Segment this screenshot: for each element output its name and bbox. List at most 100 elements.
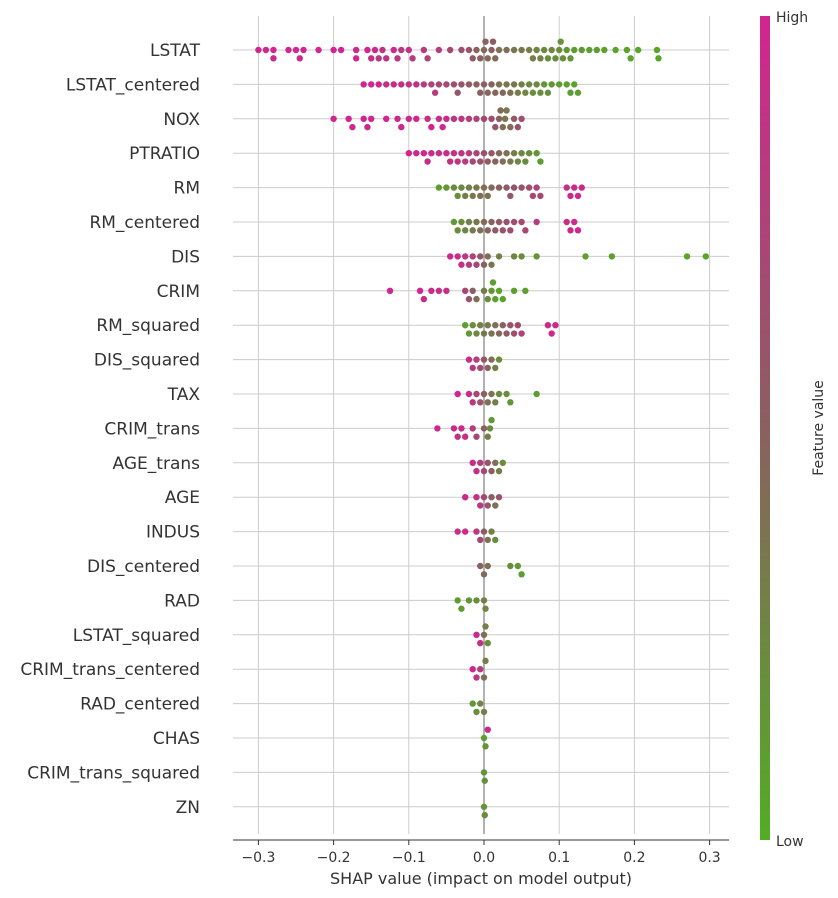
shap-point xyxy=(497,107,504,114)
feature-label: LSTAT_centered xyxy=(66,75,200,95)
shap-point xyxy=(501,115,509,123)
shap-point xyxy=(465,115,473,123)
shap-point xyxy=(454,253,461,260)
shap-point xyxy=(593,46,600,54)
shap-point xyxy=(601,46,608,54)
shap-point xyxy=(473,295,480,303)
shap-point xyxy=(375,81,382,88)
shap-point xyxy=(529,192,537,200)
shap-point xyxy=(518,330,525,337)
shap-point xyxy=(495,184,503,191)
shap-point xyxy=(349,123,356,131)
shap-point xyxy=(480,218,488,226)
shap-point xyxy=(563,46,570,54)
shap-point xyxy=(484,227,491,234)
shap-point xyxy=(394,115,401,123)
shap-point xyxy=(499,459,506,466)
shap-point xyxy=(315,46,322,54)
shap-point xyxy=(702,253,710,260)
shap-point xyxy=(469,322,476,329)
shap-point xyxy=(477,322,484,329)
shap-point xyxy=(405,81,412,88)
shap-point xyxy=(458,184,465,191)
shap-point xyxy=(495,150,503,157)
colorbar-title: Feature value xyxy=(811,380,827,476)
shap-point xyxy=(533,218,540,226)
shap-point xyxy=(480,494,488,501)
shap-point xyxy=(544,89,552,96)
x-tick-label: 0.0 xyxy=(473,850,495,866)
shap-point xyxy=(488,261,495,268)
shap-point xyxy=(296,55,303,62)
shap-point xyxy=(499,295,506,303)
x-axis-title: SHAP value (impact on model output) xyxy=(330,869,632,888)
shap-point xyxy=(525,184,533,191)
shap-point xyxy=(653,46,661,54)
shap-point xyxy=(398,46,405,54)
shap-point xyxy=(537,158,544,165)
shap-point xyxy=(480,390,488,398)
shap-point xyxy=(488,356,495,363)
shap-point xyxy=(394,55,401,62)
shap-point xyxy=(443,115,450,123)
shap-point xyxy=(480,597,488,604)
shap-point xyxy=(477,666,484,673)
shap-point xyxy=(439,123,446,131)
shap-point xyxy=(473,494,480,501)
shap-point xyxy=(469,666,476,673)
shap-point xyxy=(484,253,491,260)
shap-point xyxy=(522,287,529,294)
shap-point xyxy=(484,295,491,303)
shap-point xyxy=(469,287,476,294)
colorbar: High Low Feature value xyxy=(760,10,827,850)
shap-point xyxy=(480,115,488,123)
feature-label: DIS xyxy=(171,247,200,267)
shap-point xyxy=(507,562,514,570)
shap-point xyxy=(300,46,307,54)
shap-point xyxy=(469,364,476,372)
shap-point xyxy=(507,192,514,200)
shap-point xyxy=(368,55,375,62)
shap-point xyxy=(495,115,503,123)
feature-label: RAD xyxy=(164,591,200,611)
shap-point xyxy=(458,150,465,157)
feature-label: RM_centered xyxy=(89,213,200,233)
shap-point xyxy=(484,502,491,509)
shap-point xyxy=(473,150,480,157)
shap-point xyxy=(510,150,518,157)
shap-point xyxy=(484,322,491,329)
shap-point xyxy=(514,322,522,329)
shap-point xyxy=(477,89,484,96)
shap-point xyxy=(510,184,518,191)
shap-point xyxy=(525,150,533,157)
shap-point xyxy=(285,46,292,54)
shap-point xyxy=(484,192,491,200)
shap-point xyxy=(435,115,443,123)
shap-point xyxy=(454,433,461,440)
shap-point xyxy=(480,261,488,268)
shap-point xyxy=(488,46,495,54)
shap-point xyxy=(458,605,465,612)
shap-point xyxy=(499,158,506,165)
shap-point xyxy=(480,708,488,716)
shap-point xyxy=(480,571,488,578)
shap-point xyxy=(465,295,473,303)
shap-point xyxy=(477,253,484,260)
shap-point xyxy=(518,150,525,157)
shap-point xyxy=(518,218,525,226)
shap-point xyxy=(434,425,441,432)
shap-point xyxy=(462,192,469,200)
shap-point xyxy=(473,115,480,123)
shap-point xyxy=(462,528,469,535)
x-tick-label: −0.3 xyxy=(241,850,275,866)
shap-point xyxy=(383,55,390,62)
shap-point xyxy=(480,150,488,157)
shap-point xyxy=(492,364,499,372)
shap-point xyxy=(262,46,270,54)
shap-point xyxy=(627,55,634,62)
shap-point xyxy=(518,46,525,54)
shap-point xyxy=(510,330,518,337)
x-tick-label: 0.3 xyxy=(698,850,720,866)
shap-point xyxy=(480,803,488,810)
